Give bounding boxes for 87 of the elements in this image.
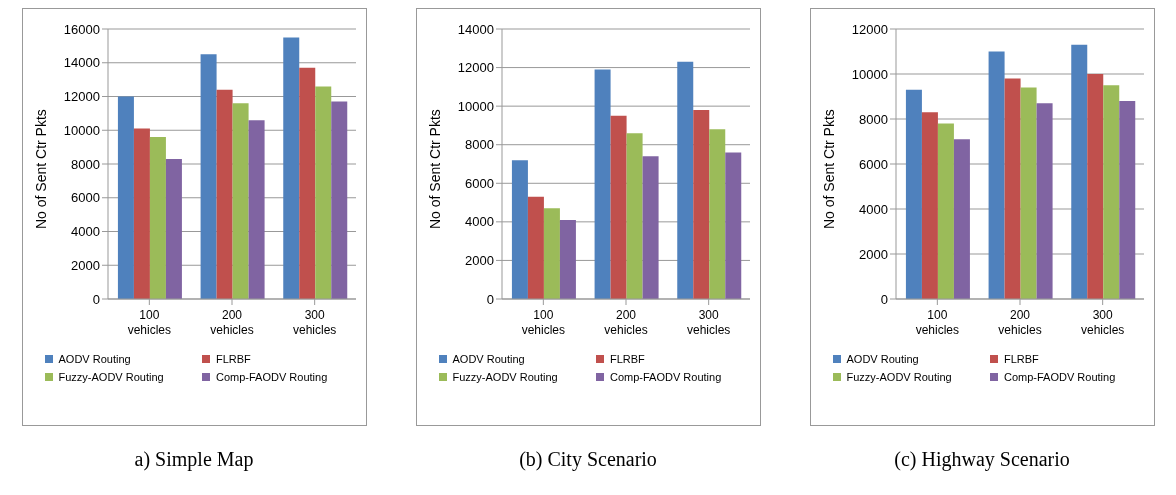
y-axis-title: No of Sent Ctr Pkts [820, 109, 837, 229]
x-tick-label: 300 vehicles [1080, 308, 1124, 337]
bar [511, 160, 528, 299]
legend-label: Comp-FAODV Routing [610, 371, 722, 383]
bar [200, 54, 217, 299]
legend-label: FLRBF [1004, 353, 1039, 365]
y-axis-title: No of Sent Ctr Pkts [32, 109, 49, 229]
legend-label: AODV Routing [58, 353, 131, 365]
x-tick-label: 300 vehicles [686, 308, 730, 337]
y-tick-label: 4000 [858, 201, 888, 217]
bar [988, 51, 1005, 299]
bar [248, 120, 265, 299]
y-tick-label: 14000 [63, 55, 100, 71]
text: a) Simple Map [134, 448, 254, 471]
bar [708, 129, 725, 299]
bar [149, 137, 166, 299]
bar [330, 101, 347, 299]
y-tick-label: 2000 [858, 246, 888, 262]
bar [298, 67, 315, 299]
y-tick-label: 4000 [70, 224, 100, 240]
bar [559, 219, 576, 299]
text: (c) Highway Scenario [894, 448, 1070, 471]
y-tick-label: 4000 [464, 214, 494, 230]
y-tick-label: 0 [92, 291, 100, 307]
legend-label: AODV Routing [452, 353, 525, 365]
y-tick-label: 0 [880, 291, 888, 307]
y-tick-label: 10000 [851, 66, 888, 82]
bar [1020, 87, 1037, 299]
legend-label: FLRBF [610, 353, 645, 365]
bar [1070, 44, 1087, 299]
bar [905, 89, 922, 299]
bar [626, 133, 643, 299]
bar [232, 103, 249, 299]
bar [724, 152, 741, 299]
bar [1118, 101, 1135, 299]
y-tick-label: 10000 [63, 122, 100, 138]
bar [937, 123, 954, 299]
bar [610, 115, 627, 299]
y-tick-label: 8000 [70, 156, 100, 172]
y-tick-label: 12000 [851, 21, 888, 37]
x-tick-label: 100 vehicles [127, 308, 171, 337]
x-tick-label: 300 vehicles [292, 308, 336, 337]
bar [1004, 78, 1021, 299]
legend-label: AODV Routing [846, 353, 919, 365]
y-tick-label: 16000 [63, 21, 100, 37]
y-tick-label: 12000 [63, 89, 100, 105]
y-tick-label: 14000 [457, 21, 494, 37]
y-tick-label: 6000 [464, 175, 494, 191]
bar [216, 89, 233, 299]
x-tick-label: 200 vehicles [603, 308, 648, 337]
bar [594, 69, 611, 299]
y-tick-label: 0 [486, 291, 494, 307]
bar [282, 37, 299, 299]
bar [314, 86, 331, 299]
bar [921, 112, 938, 299]
legend-label: Fuzzy-AODV Routing [58, 371, 164, 383]
y-tick-label: 2000 [70, 257, 100, 273]
y-tick-label: 8000 [464, 137, 494, 153]
x-tick-label: 100 vehicles [915, 308, 959, 337]
y-axis-title: No of Sent Ctr Pkts [426, 109, 443, 229]
bar [117, 96, 134, 299]
bar [953, 139, 970, 299]
x-tick-label: 200 vehicles [209, 308, 254, 337]
legend-label: Fuzzy-AODV Routing [452, 371, 558, 383]
bar [543, 208, 560, 299]
legend-label: Comp-FAODV Routing [1004, 371, 1116, 383]
legend-label: FLRBF [216, 353, 251, 365]
y-tick-label: 6000 [858, 156, 888, 172]
bar [642, 156, 659, 299]
bar [676, 61, 693, 299]
legend-label: Comp-FAODV Routing [216, 371, 328, 383]
bar [165, 158, 182, 299]
x-tick-label: 200 vehicles [997, 308, 1042, 337]
y-tick-label: 12000 [457, 60, 494, 76]
legend-label: Fuzzy-AODV Routing [846, 371, 952, 383]
text: (b) City Scenario [519, 448, 657, 471]
bar [527, 196, 544, 299]
y-tick-label: 2000 [464, 253, 494, 269]
bar [1036, 103, 1053, 299]
bar [133, 128, 150, 299]
y-tick-label: 8000 [858, 111, 888, 127]
y-tick-label: 10000 [457, 98, 494, 114]
x-tick-label: 100 vehicles [521, 308, 565, 337]
y-tick-label: 6000 [70, 190, 100, 206]
bar [1086, 74, 1103, 299]
bar [692, 110, 709, 299]
bar [1102, 85, 1119, 299]
